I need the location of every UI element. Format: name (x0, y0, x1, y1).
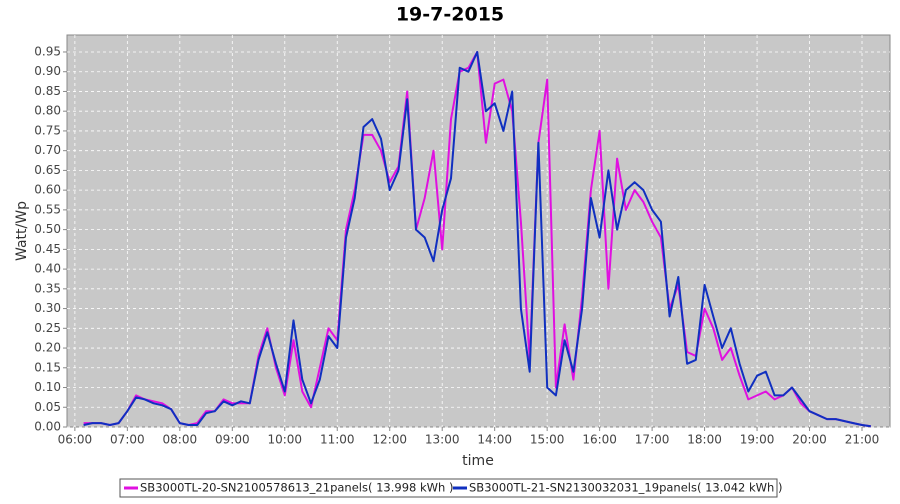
y-tick-label: 0.25 (34, 321, 61, 335)
x-axis-label: time (462, 453, 494, 469)
x-tick-label: 12:00 (372, 433, 407, 447)
y-tick-label: 0.05 (34, 400, 61, 414)
y-tick-label: 0.35 (34, 281, 61, 295)
y-tick-label: 0.55 (34, 202, 61, 216)
x-tick-label: 13:00 (425, 433, 460, 447)
x-tick-label: 19:00 (740, 433, 775, 447)
legend-label: SB3000TL-20-SN2100578613_21panels( 13.99… (140, 481, 453, 495)
y-tick-label: 0.70 (34, 143, 61, 157)
x-tick-label: 08:00 (163, 433, 198, 447)
y-tick-label: 0.40 (34, 262, 61, 276)
x-tick-label: 11:00 (320, 433, 355, 447)
y-tick-label: 0.50 (34, 222, 61, 236)
y-tick-label: 0.45 (34, 242, 61, 256)
y-tick-label: 0.15 (34, 360, 61, 374)
series-line (83, 51, 871, 428)
y-tick-label: 0.65 (34, 163, 61, 177)
chart-title: 19-7-2015 (396, 4, 504, 26)
x-tick-label: 09:00 (215, 433, 250, 447)
y-tick-label: 0.00 (34, 420, 61, 434)
y-tick-label: 0.60 (34, 183, 61, 197)
y-tick-label: 0.30 (34, 301, 61, 315)
y-tick-label: 0.90 (34, 64, 61, 78)
x-tick-label: 18:00 (687, 433, 722, 447)
legend (119, 478, 778, 498)
x-tick-label: 07:00 (110, 433, 145, 447)
plot-area (66, 34, 891, 428)
y-tick-label: 0.80 (34, 104, 61, 118)
x-tick-label: 16:00 (582, 433, 617, 447)
x-tick-label: 20:00 (792, 433, 827, 447)
y-tick-label: 0.20 (34, 341, 61, 355)
x-tick-label: 15:00 (530, 433, 565, 447)
y-tick-label: 0.95 (34, 44, 61, 58)
y-tick-label: 0.75 (34, 123, 61, 137)
x-tick-label: 10:00 (267, 433, 302, 447)
y-tick-label: 0.10 (34, 380, 61, 394)
y-axis-label: Watt/Wp (14, 201, 30, 261)
x-tick-label: 21:00 (845, 433, 880, 447)
x-tick-label: 06:00 (58, 433, 93, 447)
x-tick-label: 14:00 (477, 433, 512, 447)
y-tick-label: 0.85 (34, 84, 61, 98)
x-tick-label: 17:00 (635, 433, 670, 447)
legend-label: SB3000TL-21-SN2130032031_19panels( 13.04… (469, 481, 782, 495)
